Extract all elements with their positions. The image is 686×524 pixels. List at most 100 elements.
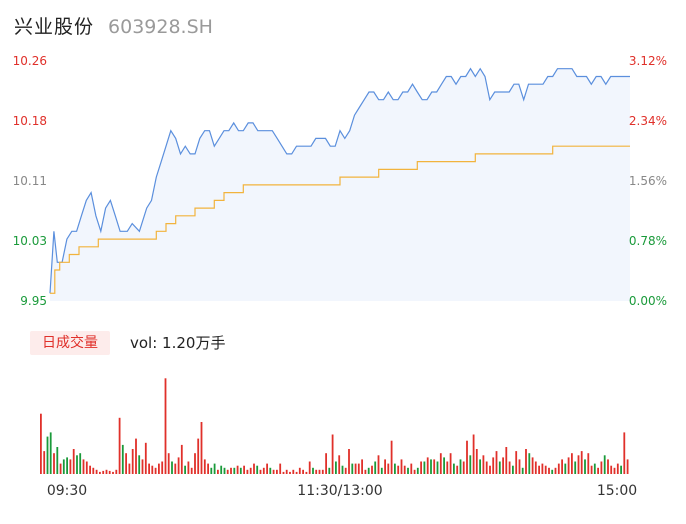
- volume-bar: [180, 444, 183, 474]
- volume-bar: [335, 461, 337, 474]
- volume-bar: [557, 463, 560, 474]
- volume-bar: [361, 459, 363, 474]
- volume-bar: [351, 463, 354, 474]
- volume-bar: [390, 440, 393, 474]
- volume-bar: [616, 463, 619, 474]
- volume-bar: [433, 459, 436, 474]
- volume-plot-area: [40, 378, 629, 474]
- time-tick-label: 09:30: [47, 483, 87, 499]
- volume-bar: [331, 434, 334, 474]
- volume-bar: [187, 461, 190, 474]
- volume-bar: [92, 467, 95, 474]
- volume-bar: [197, 438, 200, 474]
- volume-bar: [413, 469, 416, 474]
- volume-bar: [423, 461, 426, 474]
- volume-bar: [574, 461, 577, 474]
- volume-bar: [410, 463, 413, 474]
- volume-bar: [348, 449, 350, 474]
- volume-bar: [394, 463, 396, 474]
- volume-bar: [207, 463, 209, 474]
- volume-bar: [498, 461, 501, 474]
- volume-bar: [623, 432, 626, 474]
- volume-bar: [148, 463, 150, 474]
- volume-bar: [420, 461, 422, 474]
- volume-bar: [554, 467, 557, 474]
- volume-bar: [318, 469, 321, 474]
- volume-bar: [266, 463, 268, 474]
- volume-bar: [403, 465, 406, 474]
- volume-bar: [580, 451, 583, 474]
- volume-bar: [158, 463, 160, 474]
- volume-bar: [131, 449, 134, 474]
- volume-bar: [610, 465, 613, 474]
- volume-bar: [449, 453, 452, 474]
- volume-bar: [367, 467, 370, 474]
- price-tick-label: 10.18: [13, 114, 47, 128]
- volume-bar: [154, 467, 157, 474]
- volume-bar: [89, 465, 91, 474]
- volume-bar: [436, 461, 439, 474]
- volume-bar: [40, 413, 42, 474]
- volume-bar: [279, 463, 282, 474]
- volume-bar: [354, 463, 357, 474]
- volume-bar: [597, 467, 599, 474]
- volume-bar: [325, 453, 327, 474]
- volume-bar: [99, 471, 101, 474]
- volume-bar: [253, 463, 255, 474]
- volume-bar: [305, 471, 308, 474]
- volume-bar: [112, 471, 114, 474]
- volume-bar: [567, 457, 570, 474]
- volume-bar: [108, 470, 111, 474]
- volume-bar: [200, 422, 203, 474]
- volume-bar: [259, 469, 262, 474]
- volume-bar: [492, 457, 495, 474]
- volume-bar: [512, 465, 514, 474]
- volume-bar: [525, 449, 527, 474]
- volume-bar: [374, 461, 377, 474]
- volume-bar: [603, 455, 606, 474]
- volume-bar: [397, 465, 400, 474]
- volume-bar: [466, 440, 468, 474]
- volume-bar: [276, 469, 278, 474]
- volume-bar: [69, 459, 72, 474]
- volume-bar: [387, 463, 390, 474]
- volume-bar: [49, 432, 52, 474]
- time-tick-label: 15:00: [597, 483, 637, 499]
- volume-bar: [571, 453, 573, 474]
- average-price-line: [49, 145, 630, 294]
- volume-bar: [528, 453, 531, 474]
- volume-bar: [338, 455, 341, 474]
- volume-bar: [584, 459, 586, 474]
- volume-bar: [62, 459, 65, 474]
- daily-volume-tab[interactable]: 日成交量: [30, 331, 110, 355]
- volume-bar: [485, 461, 488, 474]
- volume-bar: [446, 461, 449, 474]
- volume-bar: [230, 467, 232, 474]
- volume-bar: [472, 434, 475, 474]
- volume-bar: [364, 469, 367, 474]
- time-axis: 09:30 11:30/13:00 15:00: [47, 483, 637, 499]
- volume-bar: [128, 463, 131, 474]
- volume-bar: [72, 449, 75, 474]
- volume-bar: [607, 459, 609, 474]
- volume-bar: [171, 461, 173, 474]
- volume-bar: [459, 459, 462, 474]
- volume-bar: [115, 469, 118, 474]
- volume-bar: [220, 465, 223, 474]
- price-line: [49, 67, 630, 294]
- volume-bar: [551, 469, 554, 474]
- volume-bar: [82, 459, 85, 474]
- volume-bar: [174, 463, 177, 474]
- volume-bar: [613, 467, 616, 474]
- volume-bar: [590, 465, 593, 474]
- volume-bar: [341, 465, 344, 474]
- volume-bar: [426, 457, 429, 474]
- volume-bar: [380, 467, 383, 474]
- volume-bar: [223, 467, 226, 474]
- volume-bar: [292, 469, 295, 474]
- volume-bar: [479, 459, 481, 474]
- volume-bar: [400, 459, 403, 474]
- volume-bar: [177, 457, 180, 474]
- volume-bar: [102, 470, 105, 474]
